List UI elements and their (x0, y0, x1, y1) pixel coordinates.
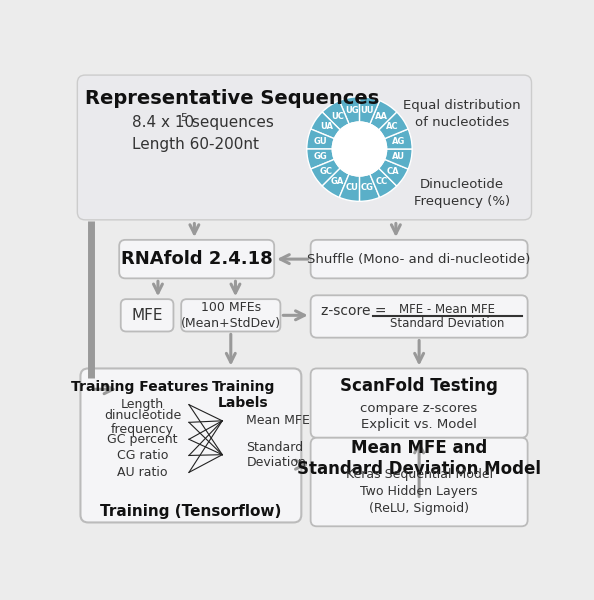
FancyBboxPatch shape (311, 240, 527, 278)
Text: UA: UA (320, 122, 333, 131)
Wedge shape (378, 160, 408, 186)
Text: UG: UG (345, 106, 358, 115)
FancyBboxPatch shape (311, 368, 527, 438)
Text: Standard Deviation: Standard Deviation (390, 317, 504, 330)
Text: 5: 5 (181, 113, 188, 122)
FancyBboxPatch shape (311, 438, 527, 526)
FancyBboxPatch shape (119, 240, 274, 278)
Text: CU: CU (345, 184, 358, 193)
Text: Standard
Deviation: Standard Deviation (247, 440, 306, 469)
Text: Keras Sequential Model
Two Hidden Layers
(ReLU, Sigmoid): Keras Sequential Model Two Hidden Layers… (346, 468, 492, 515)
Text: Training (Tensorflow): Training (Tensorflow) (100, 504, 281, 519)
Text: GG: GG (314, 152, 327, 161)
Text: AC: AC (386, 122, 399, 131)
Text: Dinucleotide
Frequency (%): Dinucleotide Frequency (%) (413, 178, 510, 208)
FancyBboxPatch shape (311, 295, 527, 338)
Text: AU ratio: AU ratio (117, 466, 168, 479)
Text: Length 60-200nt: Length 60-200nt (132, 137, 260, 152)
Text: AU: AU (392, 152, 405, 161)
FancyBboxPatch shape (181, 299, 280, 331)
Text: MFE - Mean MFE: MFE - Mean MFE (399, 302, 495, 316)
Circle shape (332, 122, 387, 176)
Text: Equal distribution
of nucleotides: Equal distribution of nucleotides (403, 99, 520, 129)
Text: UU: UU (361, 106, 374, 115)
Text: Training Features: Training Features (71, 380, 209, 394)
Text: CC: CC (375, 178, 388, 187)
Text: RNAfold 2.4.18: RNAfold 2.4.18 (121, 250, 273, 268)
Wedge shape (384, 129, 412, 149)
Text: compare z-scores
Explicit vs. Model: compare z-scores Explicit vs. Model (361, 401, 478, 431)
Wedge shape (322, 101, 349, 130)
Wedge shape (322, 168, 349, 197)
Text: CA: CA (386, 167, 399, 176)
Text: GA: GA (331, 178, 344, 187)
Wedge shape (384, 149, 412, 169)
Text: GU: GU (314, 137, 327, 146)
Wedge shape (359, 97, 380, 124)
Wedge shape (339, 174, 359, 202)
Text: GC percent: GC percent (107, 433, 178, 446)
Text: Representative Sequences: Representative Sequences (85, 89, 380, 108)
Text: 8.4 x 10: 8.4 x 10 (132, 115, 194, 130)
FancyBboxPatch shape (80, 368, 301, 523)
Text: sequences: sequences (187, 115, 273, 130)
Wedge shape (370, 101, 397, 130)
Text: 100 MFEs
(Mean+StdDev): 100 MFEs (Mean+StdDev) (181, 301, 281, 330)
Wedge shape (339, 97, 359, 124)
Text: z-score =: z-score = (321, 304, 391, 318)
Text: Length: Length (121, 398, 164, 411)
Text: Mean MFE and
Standard Deviation Model: Mean MFE and Standard Deviation Model (297, 439, 541, 478)
Text: Training
Labels: Training Labels (211, 380, 275, 410)
Wedge shape (311, 112, 340, 139)
Wedge shape (378, 112, 408, 139)
Wedge shape (359, 174, 380, 202)
Text: CG: CG (361, 184, 374, 193)
Text: Mean MFE: Mean MFE (247, 415, 310, 427)
Text: MFE: MFE (131, 308, 163, 323)
Wedge shape (307, 129, 334, 149)
Text: ScanFold Testing: ScanFold Testing (340, 377, 498, 395)
Text: Shuffle (Mono- and di-nucleotide): Shuffle (Mono- and di-nucleotide) (308, 253, 531, 266)
FancyBboxPatch shape (77, 75, 532, 220)
Wedge shape (307, 149, 334, 169)
Text: GC: GC (320, 167, 333, 176)
Text: UC: UC (331, 112, 344, 121)
Wedge shape (311, 160, 340, 186)
Text: AA: AA (375, 112, 388, 121)
Text: CG ratio: CG ratio (117, 449, 168, 462)
Wedge shape (370, 168, 397, 197)
Text: AG: AG (392, 137, 405, 146)
Text: dinucleotide
frequency: dinucleotide frequency (104, 409, 181, 436)
FancyBboxPatch shape (121, 299, 173, 331)
